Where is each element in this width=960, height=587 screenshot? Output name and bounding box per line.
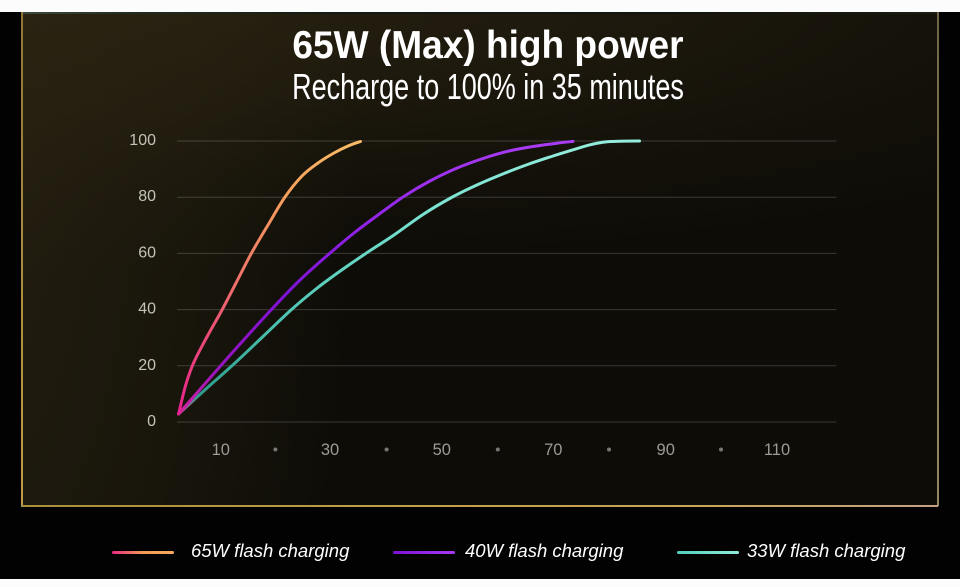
svg-text:30: 30 — [321, 441, 339, 459]
svg-text:50: 50 — [433, 441, 451, 459]
svg-text:70: 70 — [544, 441, 562, 459]
svg-text:60: 60 — [138, 244, 156, 261]
svg-text:20: 20 — [138, 357, 156, 374]
svg-text:10: 10 — [212, 441, 230, 459]
svg-text:80: 80 — [138, 188, 156, 205]
svg-text:100: 100 — [129, 132, 156, 149]
svg-text:0: 0 — [147, 413, 156, 430]
svg-text:110: 110 — [764, 441, 790, 459]
svg-text:40: 40 — [138, 301, 156, 318]
svg-text:90: 90 — [657, 441, 675, 459]
